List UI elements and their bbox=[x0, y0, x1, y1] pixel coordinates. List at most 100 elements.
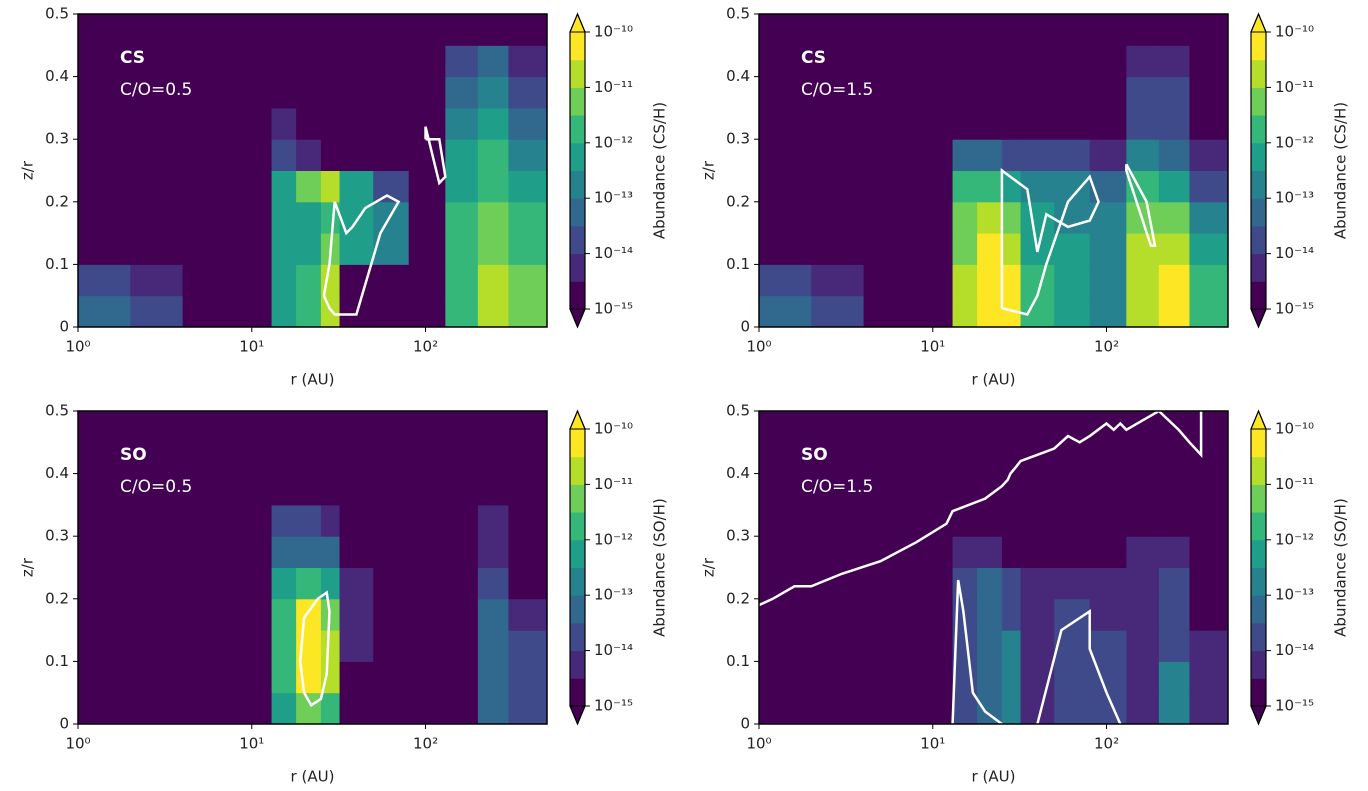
field-cell bbox=[811, 233, 865, 265]
colorbar-tick-label: 10⁻¹² bbox=[1275, 530, 1314, 548]
field-cell bbox=[1158, 170, 1190, 203]
field-cell bbox=[182, 107, 236, 140]
y-axis-label: z/r bbox=[19, 557, 37, 577]
colorbar-segment bbox=[1251, 678, 1266, 707]
field-cell bbox=[373, 201, 410, 234]
field-cell bbox=[811, 442, 865, 475]
field-cell bbox=[952, 442, 978, 475]
field-cell bbox=[320, 139, 341, 171]
field-cell bbox=[130, 442, 184, 475]
field-cell bbox=[1189, 233, 1229, 265]
field-cell bbox=[271, 233, 297, 265]
field-cell bbox=[477, 264, 509, 297]
field-cell bbox=[1054, 76, 1091, 109]
contour-line bbox=[322, 194, 401, 316]
field-cell bbox=[234, 567, 273, 600]
field-cell bbox=[445, 442, 479, 475]
field-cell bbox=[508, 233, 548, 265]
field-cell bbox=[1126, 661, 1160, 694]
x-tick-label: 10⁰ bbox=[746, 338, 771, 356]
field-cell bbox=[1126, 536, 1160, 568]
field-cell bbox=[320, 107, 341, 140]
field-cell bbox=[1189, 201, 1229, 234]
field-cell bbox=[863, 411, 917, 443]
colorbar-segment bbox=[1251, 595, 1266, 624]
field-cell bbox=[296, 201, 322, 234]
field-cell bbox=[320, 295, 341, 328]
field-cell bbox=[182, 504, 236, 537]
field-cell bbox=[1126, 567, 1160, 600]
field-cell bbox=[408, 630, 446, 662]
field-cell bbox=[1089, 45, 1127, 78]
field-cell bbox=[952, 473, 978, 506]
field-cell bbox=[234, 473, 273, 506]
field-cell bbox=[863, 45, 917, 78]
field-cell bbox=[811, 76, 865, 109]
field-cell bbox=[915, 14, 954, 46]
field-cell bbox=[445, 295, 479, 328]
y-tick-label: 0.5 bbox=[45, 5, 69, 23]
field-cell bbox=[234, 411, 273, 443]
colorbar-segment bbox=[570, 567, 585, 596]
colorbar-tick-label: 10⁻¹¹ bbox=[594, 78, 633, 96]
field-cell bbox=[952, 295, 978, 328]
field-cell bbox=[445, 692, 479, 725]
field-cell bbox=[234, 233, 273, 265]
field-cell bbox=[863, 567, 917, 600]
field-cell bbox=[234, 264, 273, 297]
field-cell bbox=[1020, 598, 1055, 631]
field-cell bbox=[234, 76, 273, 109]
field-cell bbox=[271, 170, 297, 203]
field-cell bbox=[1189, 411, 1229, 443]
field-cell bbox=[130, 264, 184, 297]
field-cell bbox=[1054, 45, 1091, 78]
colorbar-tick-label: 10⁻¹⁰ bbox=[594, 23, 633, 41]
y-tick-label: 0.5 bbox=[726, 402, 750, 420]
colorbar-label: Abundance (CS/H) bbox=[1332, 102, 1350, 239]
field-cell bbox=[1020, 630, 1055, 662]
field-cell bbox=[1089, 295, 1127, 328]
field-cell bbox=[477, 411, 509, 443]
contour-line bbox=[758, 409, 1203, 607]
field-cell bbox=[477, 473, 509, 506]
field-cell bbox=[952, 107, 978, 140]
ratio-label: C/O=1.5 bbox=[801, 80, 873, 100]
field-cell bbox=[1158, 504, 1190, 537]
field-cell bbox=[408, 473, 446, 506]
y-tick-label: 0 bbox=[59, 715, 69, 733]
field-cell bbox=[320, 45, 341, 78]
field-cell bbox=[373, 473, 410, 506]
y-tick-label: 0.5 bbox=[726, 5, 750, 23]
field-cell bbox=[320, 630, 341, 662]
colorbar-tick-label: 10⁻¹³ bbox=[594, 189, 633, 207]
field-cell bbox=[863, 233, 917, 265]
field-cell bbox=[759, 76, 812, 109]
field-cell bbox=[952, 536, 978, 568]
colorbar-segment bbox=[1251, 484, 1266, 513]
field-cell bbox=[1089, 504, 1127, 537]
field-cell bbox=[408, 264, 446, 297]
plot-frame bbox=[77, 410, 548, 725]
field-cell bbox=[130, 661, 184, 694]
field-cell bbox=[1054, 139, 1091, 171]
field-cell bbox=[915, 201, 954, 234]
field-cell bbox=[408, 201, 446, 234]
y-tick-label: 0.4 bbox=[45, 464, 69, 482]
colorbar-segment bbox=[1251, 59, 1266, 88]
field-cell bbox=[339, 536, 374, 568]
field-cell bbox=[234, 139, 273, 171]
field-cell bbox=[811, 661, 865, 694]
x-axis-label: r (AU) bbox=[291, 768, 335, 786]
y-tick-label: 0.3 bbox=[45, 130, 69, 148]
field-cell bbox=[339, 233, 374, 265]
colorbar-segment bbox=[1251, 567, 1266, 596]
field-cell bbox=[1158, 442, 1190, 475]
colorbar-extend-top bbox=[569, 12, 586, 33]
field-cell bbox=[271, 45, 297, 78]
field-cell bbox=[811, 264, 865, 297]
colorbar-label: Abundance (SO/H) bbox=[651, 498, 669, 637]
colorbar-segment bbox=[1251, 32, 1266, 61]
field-cell bbox=[182, 139, 236, 171]
field-cell bbox=[1089, 411, 1127, 443]
